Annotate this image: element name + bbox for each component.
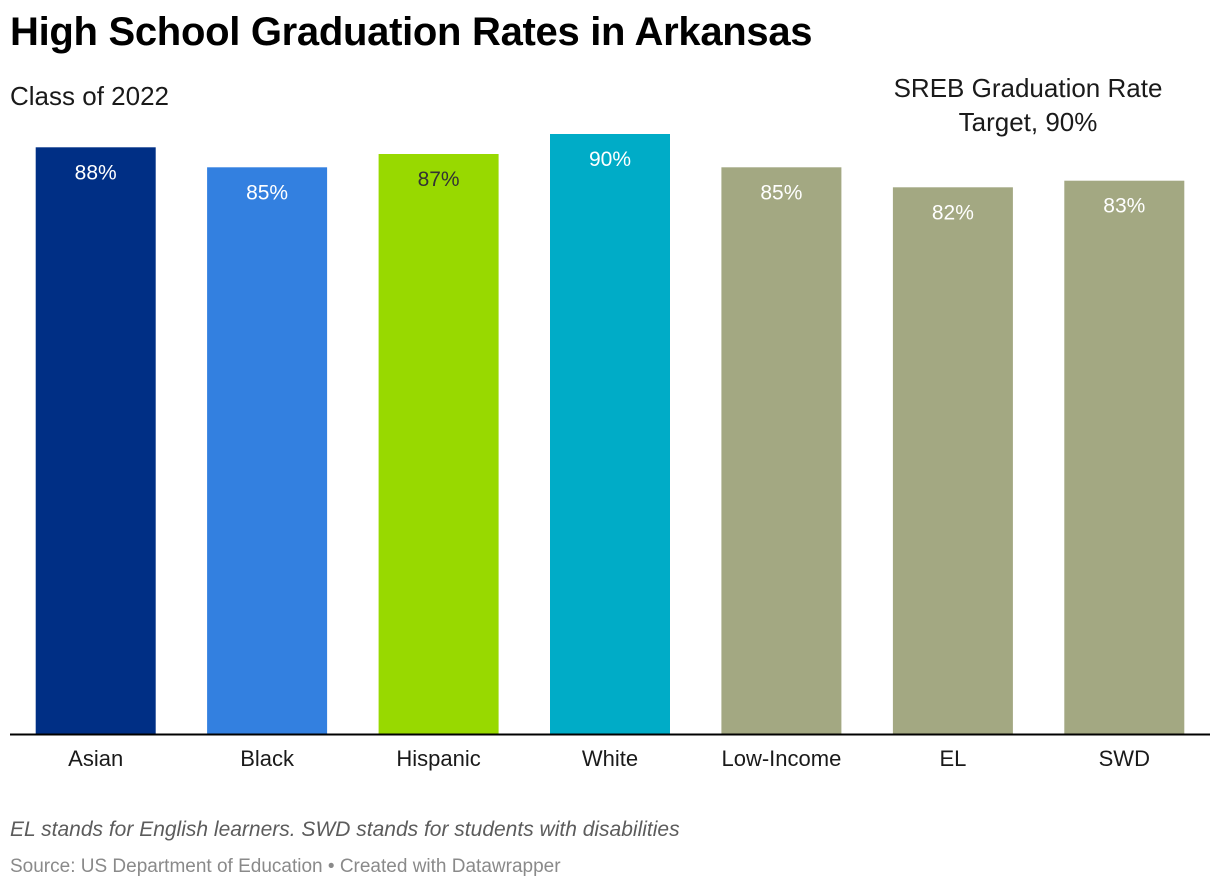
value-label-el: 82% [932, 201, 974, 224]
value-label-black: 85% [246, 181, 288, 204]
value-label-asian: 88% [75, 161, 117, 184]
bar-white [550, 134, 670, 734]
bar-low-income [721, 167, 842, 735]
x-tick-label-black: Black [240, 746, 295, 771]
chart-title: High School Graduation Rates in Arkansas [10, 10, 813, 54]
bar-swd [1064, 180, 1185, 734]
x-tick-label-swd: SWD [1099, 746, 1150, 771]
x-tick-label-asian: Asian [68, 746, 123, 771]
target-annotation-line-2: Target, 90% [958, 107, 1098, 137]
bar-el [892, 187, 1013, 735]
bar-asian [35, 147, 156, 735]
value-label-low-income: 85% [760, 181, 802, 204]
x-tick-label-hispanic: Hispanic [396, 746, 480, 771]
bar-black [207, 167, 328, 735]
bar-chart: 88% Asian 85% Black 87% Hispanic 90% White 85% Lo… [10, 134, 1210, 771]
value-label-white: 90% [589, 148, 631, 171]
x-tick-label-el: EL [939, 746, 966, 771]
x-tick-label-white: White [582, 746, 638, 771]
value-label-swd: 83% [1103, 195, 1145, 218]
footnote: EL stands for English learners. SWD stan… [10, 818, 680, 841]
target-annotation: SREB Graduation Rate Target, 90% [878, 71, 1178, 139]
source-credit: Source: US Department of Education • Cre… [10, 856, 561, 877]
value-label-hispanic: 87% [418, 168, 460, 191]
bar-hispanic [378, 154, 499, 734]
chart-subtitle: Class of 2022 [10, 81, 169, 111]
x-tick-label-low-income: Low-Income [721, 746, 841, 771]
target-annotation-line-1: SREB Graduation Rate [893, 73, 1163, 103]
